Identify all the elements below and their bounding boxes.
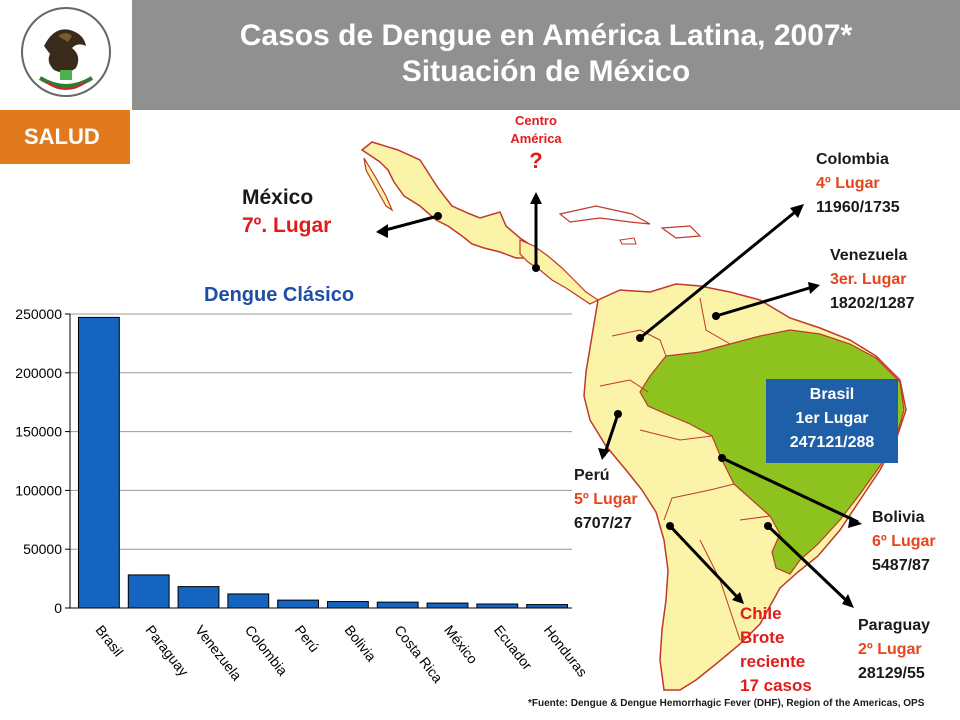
bolivia-name: Bolivia bbox=[872, 509, 925, 526]
chart-title: Dengue Clásico bbox=[204, 284, 355, 306]
x-tick-label: Perú bbox=[292, 622, 323, 655]
brasil-name: Brasil bbox=[809, 386, 855, 403]
y-tick-label: 200000 bbox=[15, 365, 62, 381]
peru-stat: 6707/27 bbox=[574, 515, 632, 532]
bolivia-rank: 6º Lugar bbox=[872, 533, 936, 550]
title-line-1: Casos de Dengue en América Latina, 2007* bbox=[239, 19, 853, 52]
salud-badge: SALUD bbox=[0, 110, 130, 164]
bar-chart: 0 50000 100000 150000 200000 250000 Brasil Par… bbox=[15, 306, 591, 686]
brasil-stat: 247121/288 bbox=[789, 434, 875, 451]
y-tick-label: 50000 bbox=[23, 541, 62, 557]
title-line-2: Situación de México bbox=[401, 55, 691, 88]
x-tick-label: Ecuador bbox=[491, 622, 536, 673]
bar-costa-rica bbox=[376, 601, 419, 609]
colombia-stat: 11960/1735 bbox=[816, 199, 900, 216]
mexico-coat-of-arms-logo bbox=[0, 0, 133, 110]
x-tick-label: Paraguay bbox=[142, 622, 192, 679]
bar-honduras bbox=[526, 604, 569, 609]
peru-name: Perú bbox=[574, 467, 610, 484]
bar-colombia bbox=[227, 593, 270, 609]
x-tick-label: Costa Rica bbox=[391, 622, 446, 686]
coat-of-arms-icon bbox=[21, 7, 111, 97]
chile-line-2: Brote bbox=[740, 628, 785, 647]
peru-label: Perú 5º Lugar 6707/27 bbox=[574, 464, 638, 536]
centro-america-label: Centro América ? bbox=[498, 112, 574, 174]
y-tick-label: 250000 bbox=[15, 306, 62, 322]
bar-méxico bbox=[426, 602, 469, 609]
map-mexico bbox=[360, 141, 533, 259]
page-title: Casos de Dengue en América Latina, 2007*… bbox=[132, 18, 960, 90]
x-tick-label: Bolivia bbox=[342, 622, 380, 665]
bolivia-label: Bolivia 6º Lugar 5487/87 bbox=[872, 506, 936, 578]
bar-ecuador bbox=[476, 603, 519, 609]
x-tick-label: Venezuela bbox=[192, 622, 245, 684]
peru-rank: 5º Lugar bbox=[574, 491, 638, 508]
chile-line-4: 17 casos bbox=[740, 676, 812, 695]
bar-paraguay bbox=[127, 574, 170, 609]
centro-america-name-2: América bbox=[510, 131, 562, 146]
paraguay-rank: 2º Lugar bbox=[858, 641, 922, 658]
brasil-label: Brasil 1er Lugar 247121/288 bbox=[766, 379, 898, 463]
header-bar bbox=[132, 0, 960, 110]
x-tick-label: México bbox=[441, 622, 481, 667]
colombia-rank: 4º Lugar bbox=[816, 175, 880, 192]
mexico-label: México 7º. Lugar bbox=[242, 184, 331, 240]
x-tick-label: Brasil bbox=[93, 622, 127, 659]
bolivia-stat: 5487/87 bbox=[872, 557, 930, 574]
map-hispaniola bbox=[660, 225, 702, 239]
mexico-rank: 7º. Lugar bbox=[242, 214, 332, 237]
y-tick-label: 100000 bbox=[15, 482, 62, 498]
y-tick-label: 150000 bbox=[15, 424, 62, 440]
paraguay-stat: 28129/55 bbox=[858, 665, 925, 682]
x-tick-label: Colombia bbox=[242, 622, 291, 679]
paraguay-label: Paraguay 2º Lugar 28129/55 bbox=[858, 614, 930, 686]
chile-line-3: reciente bbox=[740, 652, 806, 671]
centro-america-rank: ? bbox=[529, 148, 543, 173]
map-central-america bbox=[519, 239, 600, 305]
y-tick-label: 0 bbox=[54, 600, 62, 616]
bar-brasil bbox=[77, 316, 120, 609]
source-footnote: *Fuente: Dengue & Dengue Hemorrhagic Fev… bbox=[528, 698, 925, 709]
bar-perú bbox=[277, 599, 320, 609]
bar-bolivia bbox=[326, 601, 369, 609]
map-jamaica bbox=[619, 237, 637, 245]
mexico-name: México bbox=[242, 186, 314, 209]
colombia-label: Colombia 4º Lugar 11960/1735 bbox=[816, 148, 900, 220]
venezuela-rank: 3er. Lugar bbox=[830, 271, 907, 288]
centro-america-name-1: Centro bbox=[515, 113, 557, 128]
map-baja bbox=[363, 157, 394, 212]
venezuela-name: Venezuela bbox=[830, 247, 908, 264]
chile-label: Chile Brote reciente 17 casos bbox=[740, 602, 812, 698]
brasil-rank: 1er Lugar bbox=[795, 410, 869, 427]
venezuela-stat: 18202/1287 bbox=[830, 295, 915, 312]
colombia-name: Colombia bbox=[816, 151, 889, 168]
x-tick-label: Honduras bbox=[541, 622, 591, 680]
bar-venezuela bbox=[177, 586, 220, 609]
paraguay-name: Paraguay bbox=[858, 617, 931, 634]
venezuela-label: Venezuela 3er. Lugar 18202/1287 bbox=[830, 244, 915, 316]
map-cuba bbox=[558, 205, 651, 225]
chile-line-1: Chile bbox=[740, 604, 782, 623]
